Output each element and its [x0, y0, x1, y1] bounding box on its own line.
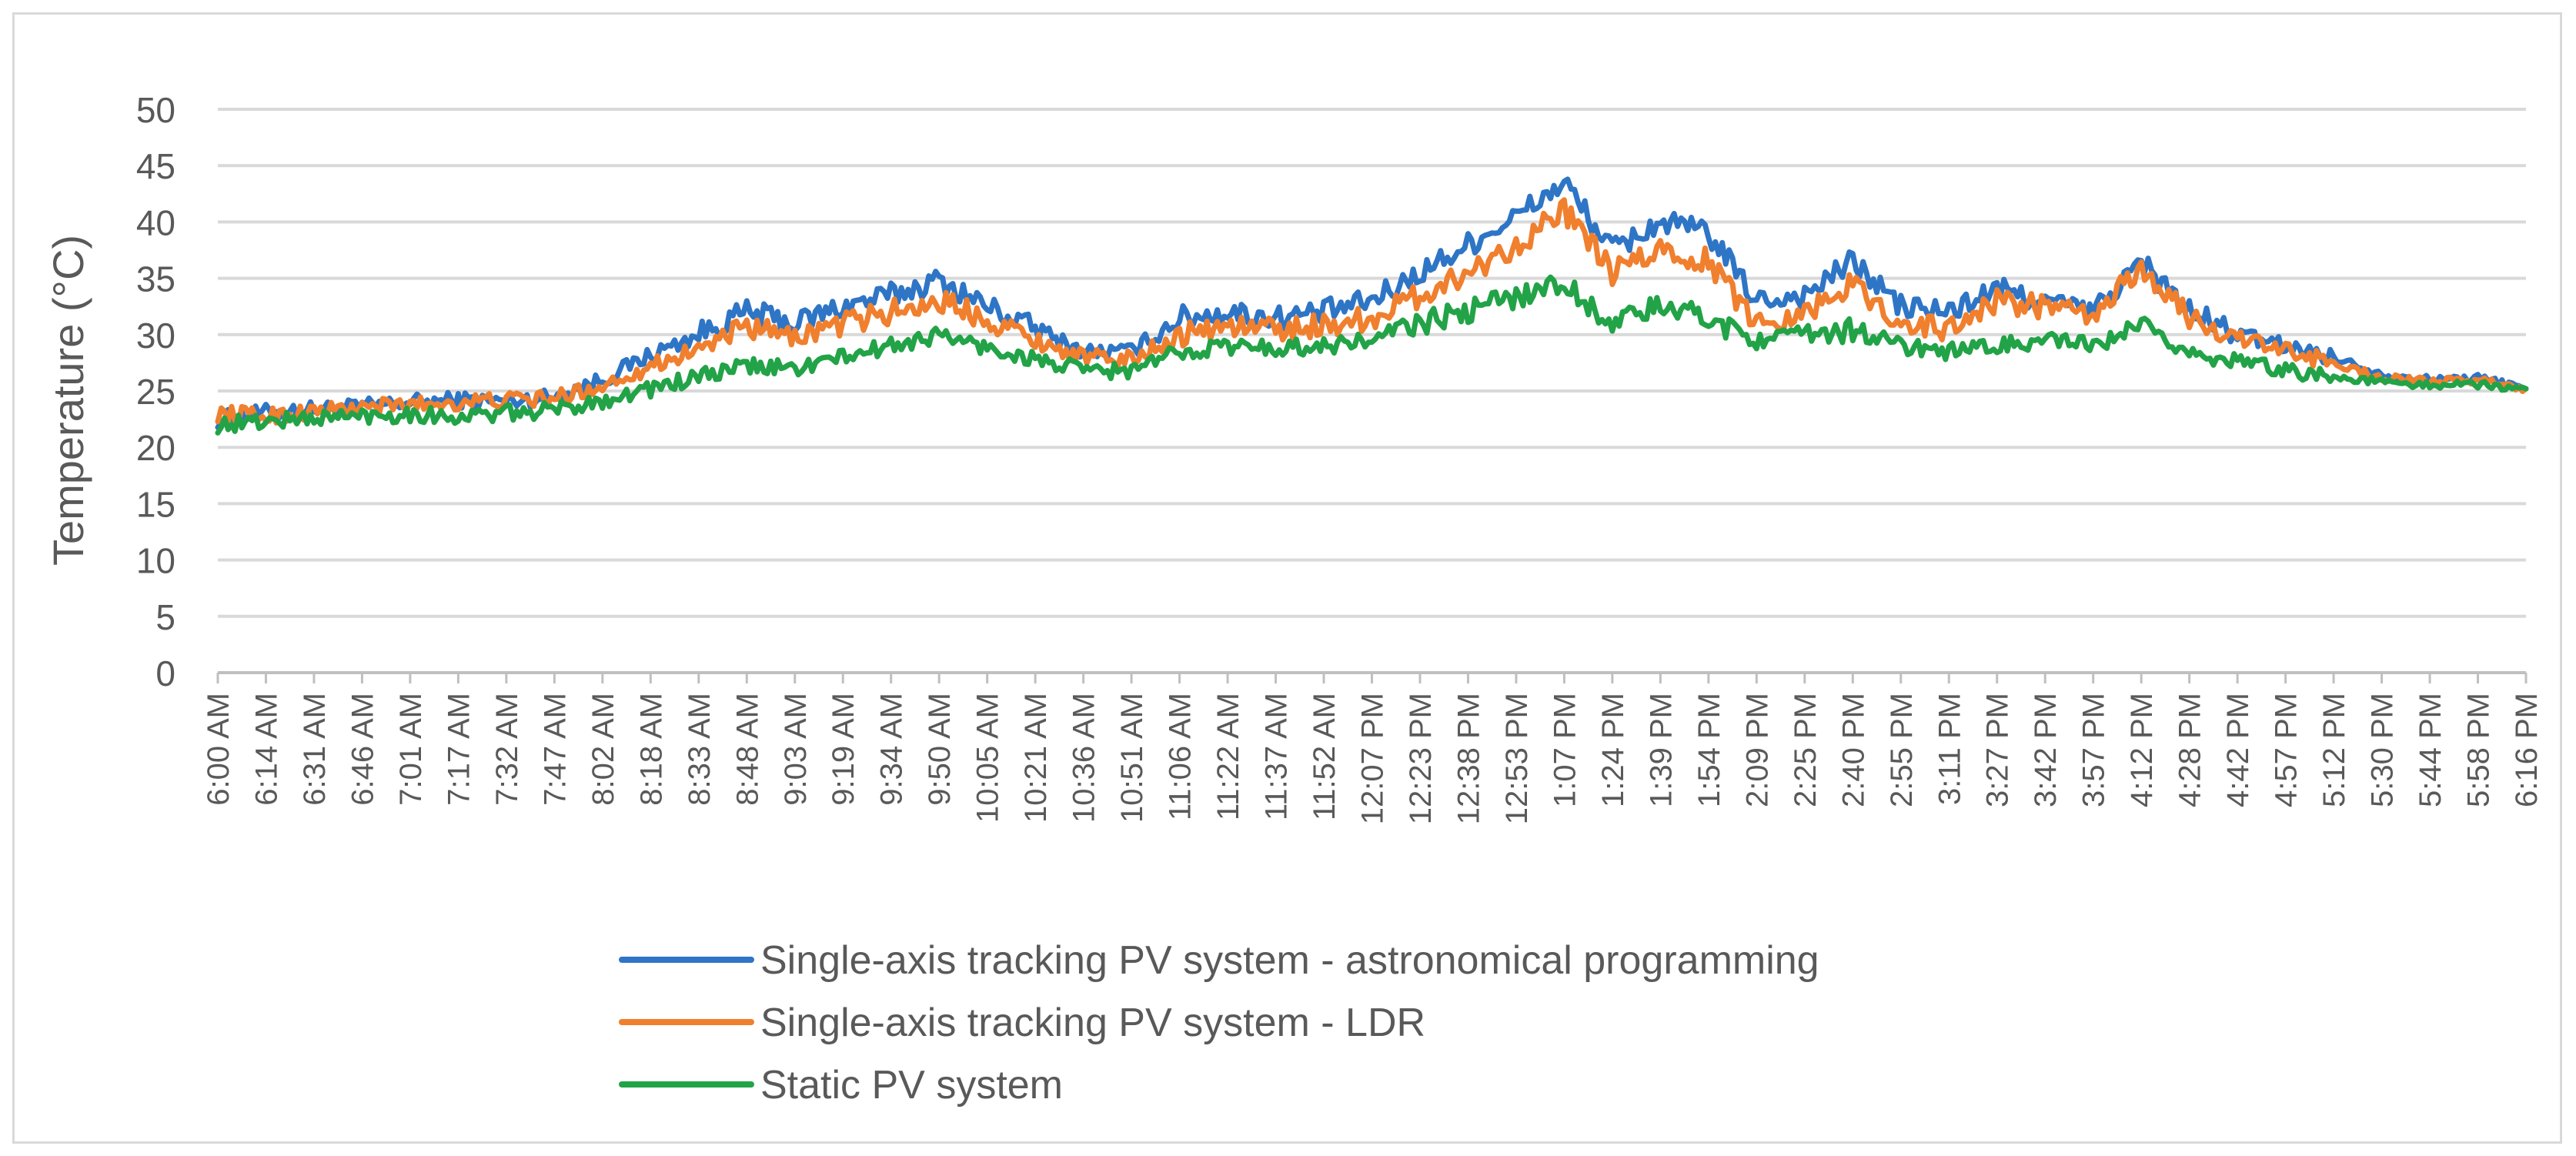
x-tick-label: 8:48 AM: [730, 693, 764, 806]
x-tick-label: 10:51 AM: [1115, 693, 1149, 823]
x-tick-label: 11:52 AM: [1308, 693, 1341, 820]
y-tick-label: 10: [136, 541, 175, 581]
x-tick-label: 3:27 PM: [1981, 693, 2015, 807]
x-tick-label: 6:00 AM: [202, 693, 236, 806]
x-tick-label: 4:42 PM: [2221, 693, 2255, 807]
y-tick-label: 50: [136, 90, 175, 130]
x-tick-label: 5:44 PM: [2414, 693, 2447, 807]
y-tick-label: 45: [136, 146, 175, 186]
x-tick-label: 2:40 PM: [1836, 693, 1870, 807]
x-tick-label: 7:32 AM: [490, 693, 524, 806]
y-tick-label: 0: [155, 653, 175, 693]
chart-frame: [12, 12, 2562, 1144]
x-tick-label: 6:14 AM: [249, 693, 283, 806]
x-tick-label: 6:31 AM: [298, 693, 332, 806]
y-tick-label: 5: [155, 597, 175, 637]
series-line-2: [215, 197, 2529, 426]
x-tick-label: 10:21 AM: [1019, 693, 1053, 823]
y-axis-label: Temperature (°C): [44, 235, 92, 566]
x-tick-label: 8:02 AM: [586, 693, 620, 806]
x-tick-label: 5:58 PM: [2462, 693, 2496, 807]
x-tick-label: 6:46 AM: [346, 693, 379, 806]
x-tick-label: 10:36 AM: [1067, 693, 1101, 823]
y-tick-label: 35: [136, 259, 175, 299]
series-line-3: [215, 274, 2529, 436]
x-tick-label: 3:11 PM: [1933, 693, 1966, 805]
x-tick-label: 1:24 PM: [1596, 693, 1630, 807]
y-tick-label: 40: [136, 202, 175, 242]
x-tick-label: 12:53 PM: [1500, 693, 1534, 824]
x-tick-label: 8:33 AM: [683, 693, 717, 806]
x-tick-label: 12:38 PM: [1452, 693, 1485, 824]
x-tick-label: 2:55 PM: [1885, 693, 1919, 807]
legend-label: Static PV system: [760, 1063, 1063, 1108]
x-tick-label: 4:12 PM: [2125, 693, 2159, 807]
x-tick-label: 2:25 PM: [1789, 693, 1823, 807]
x-tick-label: 11:22 AM: [1211, 693, 1245, 820]
x-tick-label: 1:39 PM: [1644, 693, 1678, 807]
x-tick-label: 2:09 PM: [1740, 693, 1774, 807]
x-tick-label: 5:30 PM: [2366, 693, 2400, 807]
x-tick-label: 9:03 AM: [779, 693, 813, 806]
x-tick-label: 12:23 PM: [1404, 693, 1438, 824]
x-tick-label: 1:07 PM: [1548, 693, 1582, 807]
x-tick-label: 4:57 PM: [2270, 693, 2304, 807]
x-tick-label: 4:28 PM: [2173, 693, 2207, 807]
axes: 0 5 10 15 20 25 30 35 40 45 50 6:00 AM 6:14 AM 6:31 A…: [136, 90, 2544, 824]
x-tick-label: 7:17 AM: [442, 693, 476, 806]
x-tick-label: 11:37 AM: [1260, 693, 1294, 820]
x-tick-label: 7:01 AM: [394, 693, 428, 806]
x-tick-label: 8:18 AM: [634, 693, 668, 806]
x-tick-label: 11:06 AM: [1164, 693, 1198, 820]
x-tick-label: 6:16 PM: [2510, 693, 2544, 807]
x-tick-label: 3:42 PM: [2029, 693, 2063, 807]
x-tick-label: 1:54 PM: [1692, 693, 1726, 807]
x-tick-label: 3:57 PM: [2077, 693, 2111, 807]
legend-label: Single-axis tracking PV system - LDR: [760, 1001, 1425, 1045]
x-tick-label: 10:05 AM: [971, 693, 1005, 823]
legend: Single-axis tracking PV system - astrono…: [619, 938, 1819, 1108]
x-tick-label: 5:12 PM: [2317, 693, 2351, 807]
x-tick-label: 9:34 AM: [875, 693, 909, 806]
x-tick-label: 7:47 AM: [538, 693, 572, 806]
y-tick-label: 25: [136, 372, 175, 412]
y-tick-label: 30: [136, 316, 175, 356]
x-tick-label: 9:50 AM: [923, 693, 957, 806]
x-tick-label: 9:19 AM: [827, 693, 860, 806]
y-tick-label: 20: [136, 428, 175, 468]
y-tick-label: 15: [136, 484, 175, 524]
legend-label: Single-axis tracking PV system - astrono…: [760, 938, 1819, 983]
x-tick-label: 12:07 PM: [1356, 693, 1390, 824]
series-lines: [215, 176, 2529, 436]
